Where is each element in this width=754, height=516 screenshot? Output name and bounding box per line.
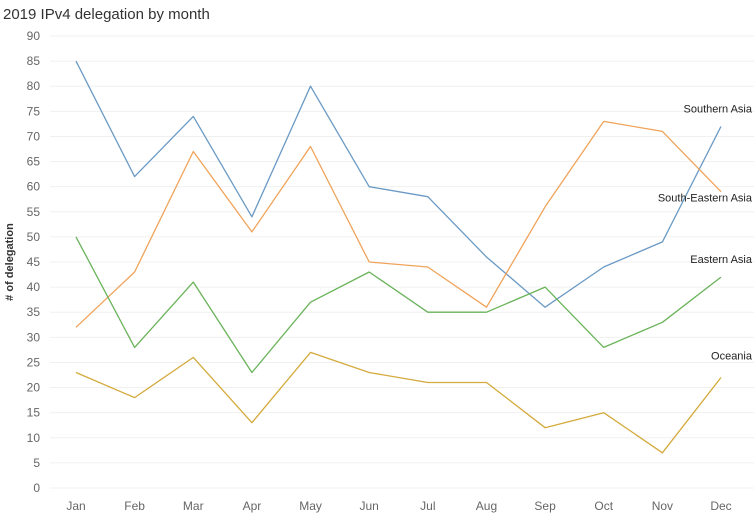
x-tick-label: Sep — [534, 499, 556, 513]
gridlines — [50, 35, 754, 489]
y-axis-title: # of delegation — [4, 223, 16, 301]
y-tick-label: 70 — [27, 129, 41, 143]
y-axis-ticks: 0 5 10 15 20 25 30 35 40 45 50 55 60 65 70 75 80 85 90 — [27, 29, 41, 495]
y-tick-label: 85 — [27, 54, 41, 68]
series-label: Oceania — [711, 351, 753, 363]
series-label: Eastern Asia — [690, 254, 753, 266]
y-tick-label: 20 — [27, 381, 41, 395]
y-tick-label: 40 — [27, 280, 41, 294]
x-tick-label: May — [299, 499, 322, 513]
series-label: South-Eastern Asia — [658, 193, 753, 205]
y-tick-label: 0 — [33, 481, 40, 495]
series-lines — [75, 60, 722, 454]
series-label: Southern Asia — [684, 103, 753, 115]
y-tick-label: 60 — [27, 180, 41, 194]
y-tick-label: 55 — [27, 205, 41, 219]
x-tick-label: Jan — [66, 499, 85, 513]
series-labels: Southern Asia South-Eastern Asia Eastern A… — [658, 103, 753, 362]
x-tick-label: Dec — [710, 499, 731, 513]
x-tick-label: Jul — [420, 499, 435, 513]
x-tick-label: Nov — [652, 499, 673, 513]
y-tick-label: 45 — [27, 255, 41, 269]
y-tick-label: 10 — [27, 431, 41, 445]
x-tick-label: Jun — [360, 499, 379, 513]
y-tick-label: 5 — [33, 456, 40, 470]
y-tick-label: 80 — [27, 79, 41, 93]
x-tick-label: Aug — [476, 499, 497, 513]
y-tick-label: 30 — [27, 330, 41, 344]
y-tick-label: 90 — [27, 29, 41, 43]
x-axis-ticks: Jan Feb Mar Apr May Jun Jul Aug Sep Oct Nov Dec — [66, 499, 731, 513]
series-line-oceania — [75, 351, 722, 454]
x-tick-label: Apr — [243, 499, 262, 513]
y-tick-label: 75 — [27, 104, 41, 118]
chart-title: 2019 IPv4 delegation by month — [3, 6, 210, 23]
y-tick-label: 15 — [27, 406, 41, 420]
y-tick-label: 25 — [27, 355, 41, 369]
series-line-south-eastern-asia — [75, 120, 722, 328]
x-tick-label: Oct — [594, 499, 613, 513]
y-tick-label: 50 — [27, 230, 41, 244]
series-line-southern-asia — [75, 60, 722, 308]
y-tick-label: 65 — [27, 155, 41, 169]
x-tick-label: Feb — [124, 499, 145, 513]
series-line-eastern-asia — [75, 236, 722, 374]
y-tick-label: 35 — [27, 305, 41, 319]
x-tick-label: Mar — [183, 499, 204, 513]
